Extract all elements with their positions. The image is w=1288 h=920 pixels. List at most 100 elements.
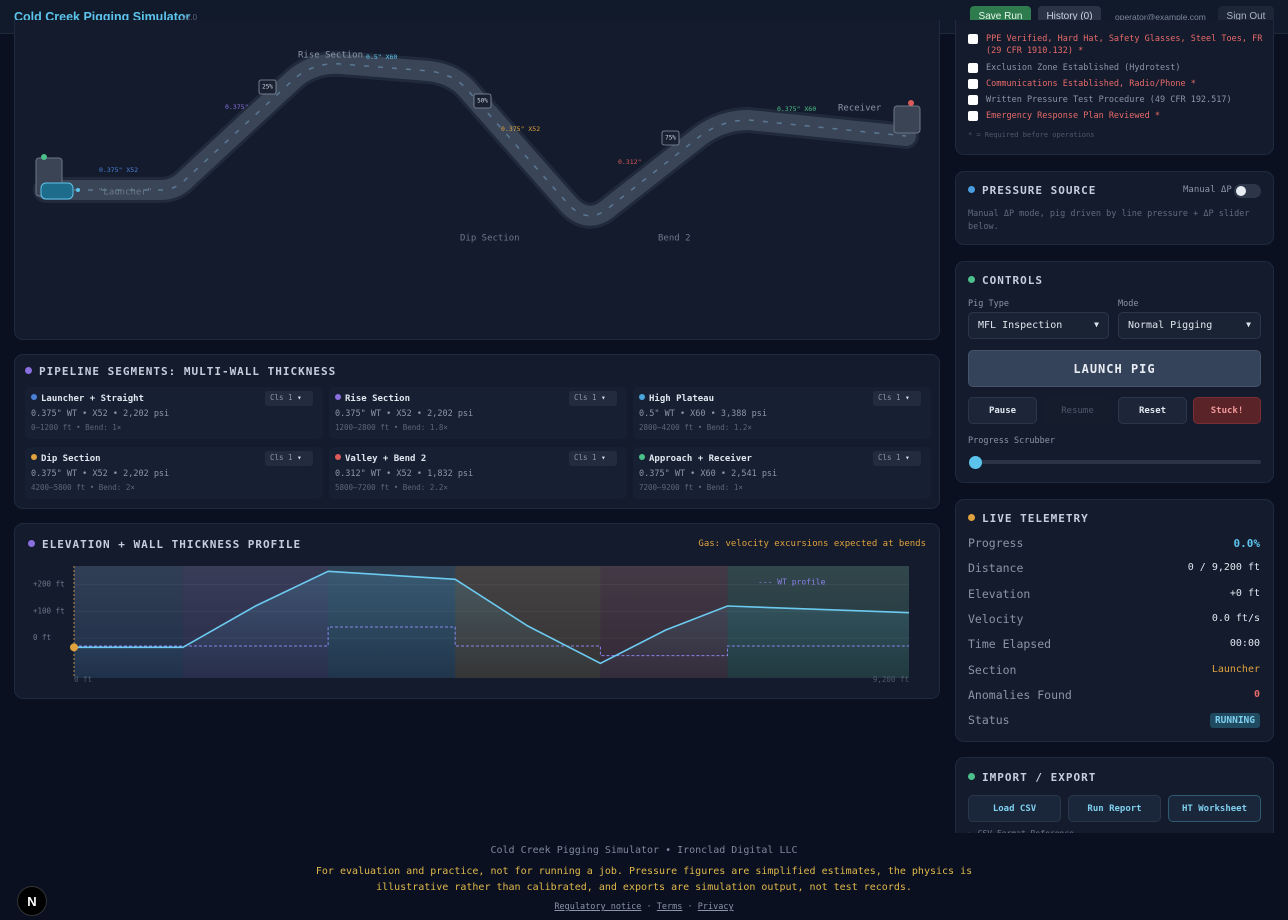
progress-tag — [661, 130, 680, 146]
class-select[interactable]: Cls 1 ▾ — [873, 451, 921, 466]
scrubber-label: Progress Scrubber — [968, 436, 1055, 446]
pipe-centerline — [46, 63, 907, 217]
checklist-panel: PPE Verified, Hard Hat, Safety Glasses, … — [955, 20, 1274, 155]
segment-name: High Plateau — [639, 394, 714, 404]
checkbox[interactable] — [968, 63, 978, 73]
panel-title: PIPELINE SEGMENTS: MULTI-WALL THICKNESS — [25, 365, 336, 378]
footer-link[interactable]: Terms — [656, 902, 683, 912]
segment-card: Rise Section Cls 1 ▾ 0.375" WT • X52 • 2,2… — [329, 387, 627, 439]
pipe-label: 0.375" X52 — [501, 125, 540, 133]
stuck-button[interactable]: Stuck! — [1193, 397, 1261, 424]
segment-card: Valley + Bend 2 Cls 1 ▾ 0.312" WT • X52 • … — [329, 447, 627, 499]
class-select[interactable]: Cls 1 ▾ — [569, 451, 617, 466]
telemetry-value: +0 ft — [1229, 587, 1260, 599]
segment-name: Approach + Receiver — [639, 454, 752, 464]
footer-link[interactable]: Privacy — [697, 902, 734, 912]
segment-range: 2800–4200 ft • Bend: 1.2× — [639, 423, 752, 432]
y-tick-label: +200 ft — [33, 580, 65, 589]
class-select[interactable]: Cls 1 ▾ — [569, 391, 617, 406]
title-text: ELEVATION + WALL THICKNESS PROFILE — [42, 538, 302, 551]
class-value: Cls 1 — [878, 453, 901, 462]
check-label: Communications Established, Radio/Phone … — [986, 79, 1196, 89]
segment-spec: 0.375" WT • X60 • 2,541 psi — [639, 469, 778, 479]
receiver — [893, 105, 921, 134]
class-select[interactable]: Cls 1 ▾ — [873, 391, 921, 406]
pipe-label: 0.375" — [225, 103, 248, 111]
checkbox[interactable] — [968, 111, 978, 121]
pipe-label: 0.375" X60 — [777, 105, 816, 113]
select-value: MFL Inspection — [978, 320, 1063, 331]
telemetry-value: Launcher — [1211, 663, 1260, 675]
check-note: * = Required before operations — [968, 131, 1095, 139]
elevation-line — [74, 570, 910, 665]
footer-links: Regulatory notice · Terms · Privacy — [0, 902, 1288, 912]
launcher-valve — [41, 154, 47, 160]
import-export-panel: IMPORT / EXPORT Load CSV Run Report HT W… — [955, 757, 1274, 847]
segment-name: Rise Section — [335, 394, 410, 404]
segment-card: Approach + Receiver Cls 1 ▾ 0.375" WT • X6… — [633, 447, 931, 499]
footer-link[interactable]: Regulatory notice — [554, 902, 642, 912]
user-email: operator@example.com — [1115, 12, 1206, 22]
arrow: ▾ — [900, 453, 910, 462]
telemetry-label: Status — [968, 713, 1010, 728]
select-value: Normal Pigging — [1128, 320, 1213, 331]
segment-card: High Plateau Cls 1 ▾ 0.5" WT • X60 • 3,388… — [633, 387, 931, 439]
class-value: Cls 1 — [574, 453, 597, 462]
segment-range: 5800–7200 ft • Bend: 2.2× — [335, 483, 448, 492]
receiver-valve — [908, 100, 914, 106]
scrubber-thumb[interactable] — [969, 456, 982, 469]
segment-name: Dip Section — [31, 454, 101, 464]
class-value: Cls 1 — [878, 393, 901, 402]
pipe-label: "Launcher" — [98, 188, 152, 198]
check-label: Exclusion Zone Established (Hydrotest) — [986, 63, 1181, 73]
resume-button[interactable]: Resume — [1043, 397, 1112, 424]
segment-name-text: Launcher + Straight — [41, 394, 144, 404]
progress-tag-label: 50% — [477, 98, 488, 105]
telemetry-value: 00:00 — [1229, 638, 1260, 650]
segment-spec: 0.375" WT • X52 • 2,202 psi — [335, 409, 474, 419]
checkbox[interactable] — [968, 34, 978, 44]
segment-name-text: Rise Section — [345, 394, 411, 404]
segment-range: 0–1200 ft • Bend: 1× — [31, 423, 122, 432]
checkbox[interactable] — [968, 95, 978, 105]
scrubber-track[interactable] — [970, 460, 1261, 464]
progress-tag-label: 25% — [262, 84, 273, 91]
elevation-area — [74, 571, 909, 678]
checkbox[interactable] — [968, 79, 978, 89]
telemetry-label: Velocity — [968, 611, 1024, 626]
panel-title: IMPORT / EXPORT — [968, 771, 1096, 784]
load-csv-button[interactable]: Load CSV — [968, 795, 1061, 822]
class-select[interactable]: Cls 1 ▾ — [265, 451, 313, 466]
pipeline-panel: Rise Section 0.5" X60 25% 0.375" 50% 0.375" X… — [14, 20, 940, 340]
arrow: ▾ — [292, 393, 302, 402]
toggle[interactable] — [1234, 184, 1261, 198]
panel-title: LIVE TELEMETRY — [968, 512, 1089, 525]
badge[interactable]: N — [17, 886, 47, 916]
legend: --- WT profile — [758, 578, 826, 587]
segment-spec: 0.312" WT • X52 • 1,832 psi — [335, 469, 474, 479]
pause-button[interactable]: Pause — [968, 397, 1037, 424]
reset-button[interactable]: Reset — [1118, 397, 1187, 424]
version: v2.0 — [182, 13, 198, 22]
pipe-label: 0.5" X60 — [366, 53, 397, 61]
mode-select[interactable]: Normal Pigging ▼ — [1118, 312, 1261, 339]
title-text: CONTROLS — [982, 274, 1043, 287]
pipe-label: Rise Section — [298, 51, 363, 61]
segment-range: 7200–9200 ft • Bend: 1× — [639, 483, 743, 492]
pipe-label: 0.375" X52 — [99, 166, 138, 174]
footer-brand: Cold Creek Pigging Simulator • Ironclad … — [490, 845, 798, 856]
telemetry-label: Progress — [968, 536, 1024, 550]
worksheet-button[interactable]: HT Worksheet — [1168, 795, 1261, 822]
telemetry-label: Elevation — [968, 586, 1031, 601]
title-text: PIPELINE SEGMENTS: MULTI-WALL THICKNESS — [39, 365, 337, 378]
progress-tag — [258, 79, 277, 95]
segment-spec: 0.375" WT • X52 • 2,202 psi — [31, 409, 170, 419]
run-report-button[interactable]: Run Report — [1068, 795, 1161, 822]
panel-title: CONTROLS — [968, 274, 1043, 287]
pig-type-select[interactable]: MFL Inspection ▼ — [968, 312, 1109, 339]
launch-button[interactable]: LAUNCH PIG — [968, 350, 1261, 387]
panel-title: PRESSURE SOURCE — [968, 184, 1096, 197]
class-select[interactable]: Cls 1 ▾ — [265, 391, 313, 406]
pipe-label: Dip Section — [460, 234, 520, 244]
footer-disclaimer: For evaluation and practice, not for run… — [315, 866, 973, 893]
